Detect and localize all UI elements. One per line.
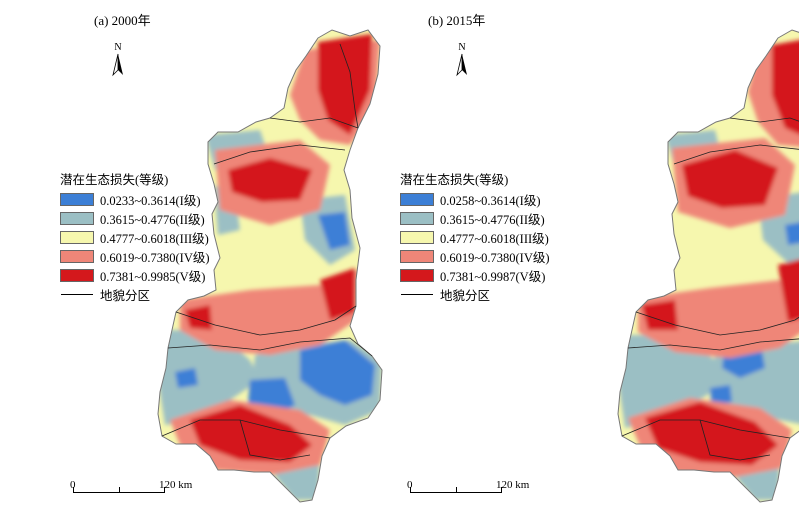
panel-title: (a) 2000年 bbox=[94, 13, 151, 28]
ecological-loss-map bbox=[617, 29, 799, 503]
scale-tick bbox=[119, 487, 120, 493]
scale-tick bbox=[456, 487, 457, 493]
class-2-region bbox=[158, 330, 260, 430]
legend-swatch bbox=[60, 250, 94, 264]
legend-item: 0.3615~0.4776(II级) bbox=[400, 210, 550, 228]
class-1-region bbox=[175, 368, 198, 388]
legend-label: 0.4777~0.6018(III级) bbox=[440, 232, 549, 247]
north-arrow-icon bbox=[456, 53, 467, 77]
province-outline bbox=[157, 29, 383, 503]
class-4-region bbox=[638, 262, 799, 358]
legend-swatch bbox=[60, 269, 94, 283]
legend-swatch bbox=[400, 193, 434, 207]
legend-label: 0.6019~0.7380(IV级) bbox=[440, 251, 550, 266]
legend-label: 0.0233~0.3614(I级) bbox=[100, 194, 201, 209]
north-arrow: N bbox=[108, 42, 128, 82]
legend-swatch bbox=[60, 193, 94, 207]
class-2-region bbox=[618, 335, 725, 430]
scale-label-zero: 0 bbox=[70, 479, 76, 491]
scale-tick bbox=[501, 487, 502, 493]
legend-label: 0.7381~0.9985(V级) bbox=[100, 270, 206, 285]
legend-swatch bbox=[60, 212, 94, 226]
legend-swatch bbox=[400, 212, 434, 226]
legend-item-boundary: 地貌分区 bbox=[400, 286, 550, 304]
legend-label: 0.3615~0.4776(II级) bbox=[440, 213, 545, 228]
class-1-region bbox=[710, 385, 732, 405]
class-5-region bbox=[185, 305, 212, 330]
north-arrow: N bbox=[452, 42, 472, 82]
scale-tick bbox=[410, 487, 411, 493]
legend-swatch bbox=[400, 250, 434, 264]
north-label: N bbox=[458, 42, 466, 53]
boundary-line-icon bbox=[60, 288, 94, 301]
class-5-region bbox=[645, 402, 778, 465]
legend-item: 0.7381~0.9987(V级) bbox=[400, 267, 550, 285]
scale-label-end: 120 km bbox=[159, 479, 193, 491]
legend-item: 0.4777~0.6018(III级) bbox=[400, 229, 550, 247]
ecological-loss-map bbox=[157, 29, 383, 503]
province-outline bbox=[617, 29, 799, 503]
north-arrow-icon bbox=[112, 53, 123, 77]
legend-label: 地貌分区 bbox=[440, 289, 491, 304]
legend-item: 0.0258~0.3614(I级) bbox=[400, 191, 550, 209]
class-1-region bbox=[785, 222, 799, 245]
class-5-region bbox=[320, 268, 355, 320]
class-5-region bbox=[190, 405, 312, 462]
class-5-region bbox=[318, 34, 372, 135]
class-5-region bbox=[778, 255, 799, 322]
geomorphic-boundaries bbox=[621, 117, 799, 461]
legend-label: 0.4777~0.6018(III级) bbox=[100, 232, 209, 247]
legend-label: 0.6019~0.7380(IV级) bbox=[100, 251, 210, 266]
legend-item: 0.7381~0.9985(V级) bbox=[60, 267, 210, 285]
class-5-region bbox=[642, 300, 678, 330]
legend: 潜在生态损失(等级) 0.0233~0.3614(I级) 0.3615~0.47… bbox=[60, 171, 210, 305]
legend-title: 潜在生态损失(等级) bbox=[60, 173, 169, 187]
legend-label: 0.3615~0.4776(II级) bbox=[100, 213, 205, 228]
scale-bar: 0 120 km bbox=[70, 479, 193, 506]
geomorphic-boundaries bbox=[161, 43, 373, 461]
class-1-region bbox=[300, 340, 375, 405]
scale-label-zero: 0 bbox=[407, 479, 413, 491]
legend-item: 0.3615~0.4776(II级) bbox=[60, 210, 210, 228]
panel-title: (b) 2015年 bbox=[428, 13, 486, 28]
scale-tick bbox=[73, 487, 74, 493]
map-panel-2015: (b) 2015年 N 潜在生态损失(等级) 0.0258~0.3614(I级)… bbox=[400, 0, 799, 519]
legend-swatch bbox=[400, 231, 434, 245]
legend-item-boundary: 地貌分区 bbox=[60, 286, 210, 304]
class-5-region bbox=[682, 150, 778, 208]
class-4-region bbox=[180, 270, 358, 355]
legend-item: 0.6019~0.7380(IV级) bbox=[400, 248, 550, 266]
legend-item: 0.4777~0.6018(III级) bbox=[60, 229, 210, 247]
scale-bar: 0 120 km bbox=[407, 479, 530, 506]
class-5-region bbox=[228, 158, 312, 202]
legend-swatch bbox=[400, 269, 434, 283]
scale-tick bbox=[164, 487, 165, 493]
legend-swatch bbox=[60, 231, 94, 245]
north-label: N bbox=[114, 42, 122, 53]
legend-title: 潜在生态损失(等级) bbox=[400, 173, 509, 187]
legend-item: 0.0233~0.3614(I级) bbox=[60, 191, 210, 209]
legend: 潜在生态损失(等级) 0.0258~0.3614(I级) 0.3615~0.47… bbox=[400, 171, 550, 305]
legend-label: 地貌分区 bbox=[100, 289, 151, 304]
boundary-line-icon bbox=[400, 288, 434, 301]
map-panel-2000: (a) 2000年 N 潜在生态损失(等级) 0.0233~0.3614(I级)… bbox=[60, 13, 383, 506]
legend-label: 0.7381~0.9987(V级) bbox=[440, 270, 546, 285]
class-1-region bbox=[318, 212, 350, 250]
legend-label: 0.0258~0.3614(I级) bbox=[440, 194, 541, 209]
legend-item: 0.6019~0.7380(IV级) bbox=[60, 248, 210, 266]
class-5-region bbox=[772, 34, 799, 140]
scale-label-end: 120 km bbox=[496, 479, 530, 491]
